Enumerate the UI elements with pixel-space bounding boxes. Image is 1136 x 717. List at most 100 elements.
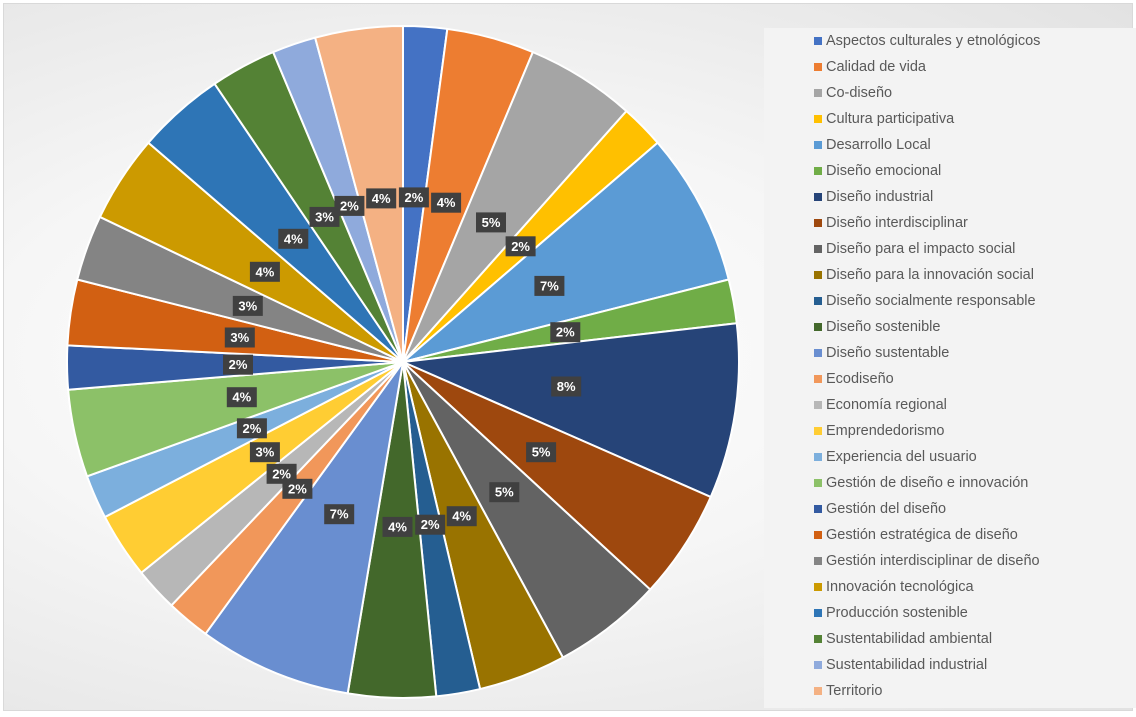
legend-label: Gestión interdisciplinar de diseño (826, 553, 1040, 569)
data-label-box (236, 418, 267, 439)
legend-label: Gestión estratégica de diseño (826, 527, 1018, 543)
data-label-text: 3% (315, 209, 334, 224)
data-label-box (534, 275, 565, 296)
data-label-box (382, 516, 413, 537)
data-label-box (366, 188, 397, 209)
data-label-gestion-interdisciplinar-de-diseno: 3% (232, 295, 263, 316)
data-label-text: 3% (256, 445, 275, 460)
data-label-box (431, 192, 462, 213)
legend-label: Gestión de diseño e innovación (826, 475, 1029, 491)
data-label-text: 2% (288, 481, 307, 496)
data-label-text: 3% (238, 298, 257, 313)
legend-label: Diseño socialmente responsable (826, 293, 1036, 309)
legend-swatch (814, 661, 822, 669)
data-label-text: 2% (556, 325, 575, 340)
legend-label: Emprendedorismo (826, 423, 945, 439)
data-label-text: 3% (230, 330, 249, 345)
data-label-box (446, 506, 477, 527)
data-label-box (223, 354, 253, 375)
legend-swatch (814, 89, 822, 97)
data-label-cultura-participativa: 2% (505, 236, 536, 257)
legend-swatch (814, 531, 822, 539)
data-label-text: 7% (540, 278, 559, 293)
legend-label: Territorio (826, 683, 883, 699)
legend-swatch (814, 635, 822, 643)
legend-swatch (814, 583, 822, 591)
legend-label: Diseño para la innovación social (826, 267, 1034, 283)
data-label-box (278, 228, 309, 249)
pie-slice-diseno-industrial (399, 322, 740, 499)
legend-item-gestion-del-diseno: Gestión del diseño (814, 496, 946, 522)
data-label-gestion-estrategica-de-diseno: 3% (224, 327, 255, 348)
data-label-text: 4% (437, 195, 456, 210)
legend-swatch (814, 401, 822, 409)
data-label-box (526, 442, 557, 463)
legend-swatch (814, 271, 822, 279)
data-label-gestion-de-diseno-e-innovacion: 4% (226, 387, 257, 408)
legend-swatch (814, 687, 822, 695)
legend-label: Sustentabilidad ambiental (826, 631, 993, 647)
data-label-text: 4% (372, 191, 391, 206)
data-label-box (415, 514, 446, 535)
data-label-text: 2% (243, 421, 262, 436)
data-label-diseno-industrial: 8% (551, 376, 582, 397)
data-label-box (249, 442, 280, 463)
data-label-text: 5% (532, 445, 551, 460)
legend-item-cultura-participativa: Cultura participativa (814, 106, 954, 132)
legend-swatch (814, 193, 822, 201)
data-label-text: 5% (495, 485, 514, 500)
data-label-emprendedorismo: 3% (249, 442, 280, 463)
legend-item-diseno-para-el-impacto-social: Diseño para el impacto social (814, 236, 1015, 262)
legend-swatch (814, 349, 822, 357)
data-label-text: 8% (557, 379, 576, 394)
data-label-text: 2% (405, 190, 424, 205)
legend-label: Diseño emocional (826, 163, 942, 179)
chart-area: 2% 4% 5% 2% 7% 2% 8% 5% 5% 4% 2% 4% 7% 2% 2% 3% 2% 4% 2% 3%… (3, 3, 1136, 711)
data-label-text: 4% (232, 390, 251, 405)
data-label-calidad-de-vida: 4% (431, 192, 462, 213)
legend-item-diseno-emocional: Diseño emocional (814, 158, 941, 184)
legend-label: Experiencia del usuario (826, 449, 977, 465)
legend-item-sustentabilidad-industrial: Sustentabilidad industrial (814, 652, 987, 678)
data-label-economia-regional: 2% (266, 463, 297, 484)
data-label-experiencia-del-usuario: 2% (236, 418, 267, 439)
legend-label: Diseño sostenible (826, 319, 941, 335)
legend-swatch (814, 427, 822, 435)
data-label-innovacion-tecnologica: 4% (249, 261, 280, 282)
legend-swatch (814, 505, 822, 513)
legend-item-territorio: Territorio (814, 678, 882, 704)
data-label-co-diseno: 5% (476, 212, 506, 233)
legend-swatch (814, 167, 822, 175)
legend-label: Calidad de vida (826, 59, 926, 75)
legend-item-co-diseno: Co-diseño (814, 80, 892, 106)
data-label-diseno-para-el-impacto-social: 5% (489, 482, 520, 503)
legend-label: Sustentabilidad industrial (826, 657, 988, 673)
data-label-sustentabilidad-ambiental: 3% (309, 206, 340, 227)
legend-item-diseno-interdisciplinar: Diseño interdisciplinar (814, 210, 968, 236)
legend-swatch (814, 557, 822, 565)
data-label-sustentabilidad-industrial: 2% (334, 195, 365, 216)
legend-item-calidad-de-vida: Calidad de vida (814, 54, 926, 80)
pie-chart: 2% 4%5%2%7%2%8%5%5%4%2%4%7%2%2%3%2%4%2%3%… (66, 24, 740, 699)
data-label-box (550, 322, 581, 343)
data-label-box (489, 482, 520, 503)
legend-item-gestion-de-diseno-e-innovacion: Gestión de diseño e innovación (814, 470, 1028, 496)
legend-item-produccion-sostenible: Producción sostenible (814, 600, 968, 626)
legend-label: Diseño interdisciplinar (826, 215, 968, 231)
legend-item-gestion-estrategica-de-diseno: Gestión estratégica de diseño (814, 522, 1018, 548)
legend-item-diseno-sostenible: Diseño sostenible (814, 314, 940, 340)
data-label-box (505, 236, 536, 257)
data-label-desarrollo-local: 7% (534, 275, 565, 296)
legend-label: Diseño industrial (826, 189, 934, 205)
legend-label: Desarrollo Local (826, 137, 931, 153)
data-label-box (398, 187, 429, 208)
legend-label: Diseño sustentable (826, 345, 950, 361)
legend-label: Ecodiseño (826, 371, 894, 387)
data-label-text: 7% (330, 507, 349, 522)
data-label-box (476, 212, 506, 233)
data-label-diseno-para-la-innovacion-social: 4% (446, 506, 477, 527)
data-label-text: 4% (452, 509, 471, 524)
legend-swatch (814, 63, 822, 71)
legend-swatch (814, 453, 822, 461)
legend-swatch (814, 115, 822, 123)
